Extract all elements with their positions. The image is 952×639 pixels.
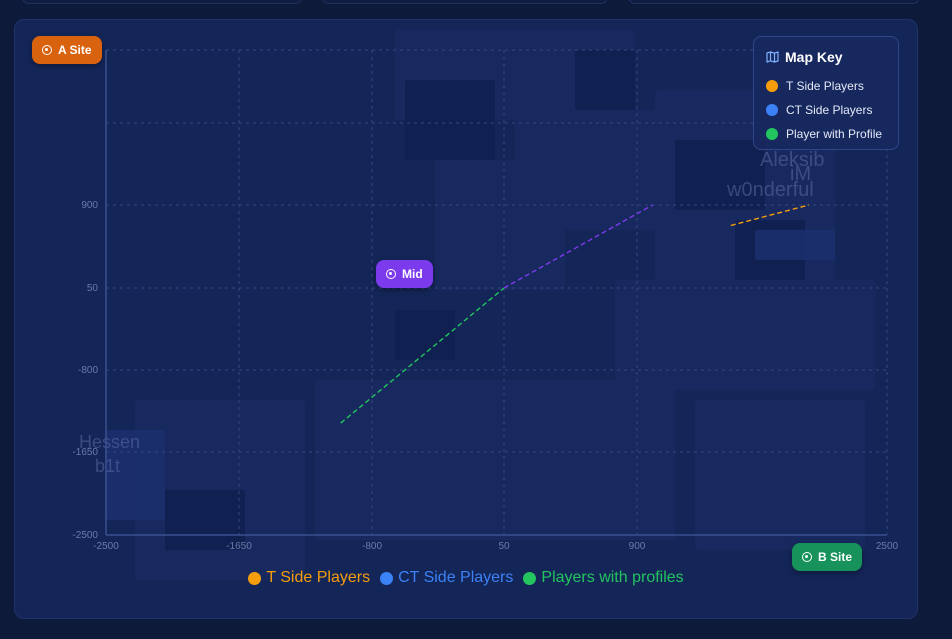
ct-side-dot-icon <box>380 571 394 585</box>
movement-path-t-side-players <box>730 204 810 227</box>
movement-path-mid <box>503 204 653 289</box>
map-key: Map Key T Side Players CT Side Players P… <box>753 36 899 150</box>
y-tick-label: -1650 <box>72 447 98 458</box>
top-tab-right[interactable] <box>628 0 920 4</box>
bg-label-b1t: b1t <box>95 456 120 476</box>
top-tab-left[interactable] <box>22 0 302 4</box>
x-tick-label: 50 <box>498 541 510 552</box>
bg-label-im: iM <box>790 163 811 185</box>
map-key-title: Map Key <box>785 49 843 65</box>
x-tick-label: -800 <box>362 541 382 552</box>
bg-label-w0nderful: w0nderful <box>726 179 814 201</box>
player-position-chart: -2500 -1650 -800 50 900 2500 900 50 -800 -1650 -25… <box>72 49 899 552</box>
y-tick-label: -800 <box>78 365 98 376</box>
legend-item-ct-side[interactable]: CT Side Players <box>380 569 513 587</box>
x-tick-label: -1650 <box>226 541 252 552</box>
x-tick-label: 2500 <box>876 541 899 552</box>
bg-label-aleksib: Aleksib <box>760 149 824 171</box>
bg-label-hessen: Hessen <box>79 432 140 452</box>
y-tick-label: 50 <box>87 283 99 294</box>
map-panel: Aleksib iM w0nderful Hessen b1t -2500 -16… <box>14 19 918 619</box>
x-tick-label: -2500 <box>93 541 119 552</box>
target-icon <box>386 269 396 279</box>
b-site-label: B Site <box>818 550 853 564</box>
a-site-marker[interactable]: A Site <box>32 36 102 64</box>
profile-dot-icon <box>523 571 537 585</box>
t-side-dot-icon <box>766 80 778 92</box>
top-tab-middle[interactable] <box>322 0 608 4</box>
legend-item-t-side[interactable]: T Side Players <box>248 569 370 587</box>
a-site-label: A Site <box>58 43 92 57</box>
map-key-item-profile: Player with Profile <box>766 122 886 146</box>
y-tick-label: 900 <box>81 200 98 211</box>
y-tick-label: -2500 <box>72 530 98 541</box>
t-side-dot-icon <box>248 571 262 585</box>
b-site-marker[interactable]: B Site <box>792 543 863 571</box>
chart-legend: T Side Players CT Side Players Players w… <box>15 568 917 588</box>
map-icon <box>766 51 779 63</box>
profile-dot-icon <box>766 128 778 140</box>
mid-label: Mid <box>402 267 423 281</box>
mid-marker[interactable]: Mid <box>376 260 433 288</box>
x-tick-label: 900 <box>629 541 646 552</box>
target-icon <box>42 45 52 55</box>
target-icon <box>802 552 812 562</box>
map-key-item-t-side: T Side Players <box>766 74 886 98</box>
legend-item-profiles[interactable]: Players with profiles <box>523 569 684 587</box>
movement-path-players-with-profiles <box>340 287 505 424</box>
ct-side-dot-icon <box>766 104 778 116</box>
map-key-item-ct-side: CT Side Players <box>766 98 886 122</box>
